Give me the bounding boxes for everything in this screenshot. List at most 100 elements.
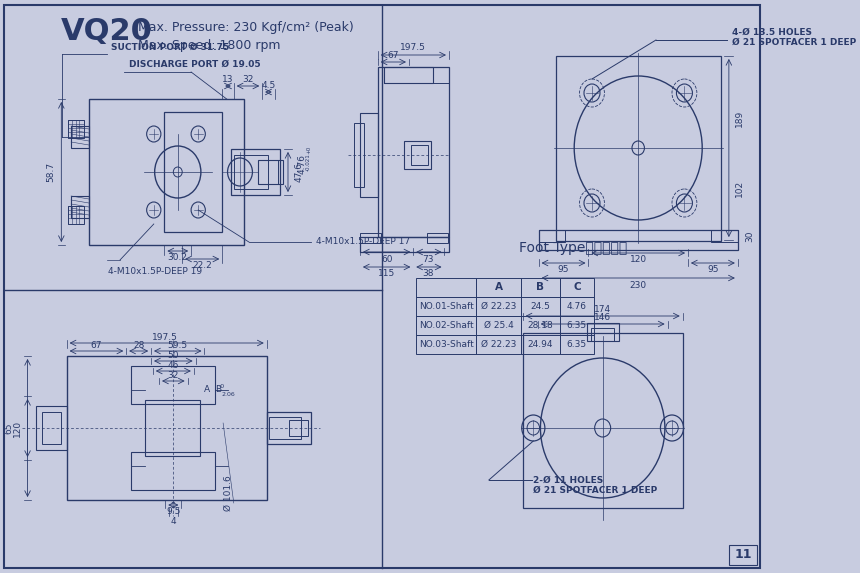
Bar: [560, 297, 593, 316]
Text: Ø 21 SPOTFACER 1 DEEP: Ø 21 SPOTFACER 1 DEEP: [533, 485, 658, 494]
Text: 6.35: 6.35: [567, 321, 587, 330]
Bar: [538, 230, 738, 250]
Bar: [353, 123, 365, 187]
Text: 28.18: 28.18: [527, 321, 553, 330]
Text: 6.35: 6.35: [567, 340, 587, 349]
Bar: [71, 126, 89, 148]
Bar: [521, 316, 560, 335]
Text: 4-M10x1.5P-DEEP 17: 4-M10x1.5P-DEEP 17: [316, 237, 409, 246]
Text: 102: 102: [735, 179, 744, 197]
Text: 32: 32: [168, 371, 179, 379]
Text: 32: 32: [243, 76, 254, 84]
Text: 22.2: 22.2: [192, 261, 212, 270]
Text: NO.03-Shaft: NO.03-Shaft: [419, 340, 474, 349]
Text: 197.5: 197.5: [151, 332, 177, 342]
Text: 50: 50: [168, 351, 179, 359]
Text: 13: 13: [222, 76, 233, 84]
Text: Ø 22.23: Ø 22.23: [481, 340, 516, 349]
Text: 67: 67: [387, 52, 399, 61]
Bar: [427, 233, 448, 243]
Text: Max. Pressure: 230 Kgf/cm² (Peak): Max. Pressure: 230 Kgf/cm² (Peak): [138, 22, 353, 34]
Bar: [560, 335, 593, 354]
Text: 230: 230: [630, 281, 647, 289]
Bar: [164, 112, 222, 232]
Text: 115: 115: [378, 269, 396, 277]
Text: 59.5: 59.5: [168, 340, 187, 350]
Text: 47.6: 47.6: [294, 162, 304, 182]
Text: 11: 11: [734, 548, 752, 562]
Text: Ø 25.4: Ø 25.4: [484, 321, 513, 330]
Bar: [71, 196, 89, 218]
Bar: [476, 297, 521, 316]
Bar: [42, 412, 61, 444]
Bar: [67, 356, 267, 500]
Text: 146: 146: [594, 313, 611, 323]
Text: 9.5: 9.5: [166, 508, 181, 516]
Bar: [360, 233, 381, 243]
Text: Max. Speed: 1800 rpm: Max. Speed: 1800 rpm: [138, 40, 280, 53]
Text: 120: 120: [13, 419, 22, 437]
Bar: [416, 278, 476, 297]
Bar: [711, 230, 738, 242]
Text: Ø 21 SPOTFACER 1 DEEP: Ø 21 SPOTFACER 1 DEEP: [732, 37, 856, 46]
Text: 46: 46: [168, 360, 179, 370]
Text: 4.5: 4.5: [261, 81, 275, 91]
Bar: [521, 335, 560, 354]
Text: 58.7: 58.7: [46, 162, 55, 182]
Bar: [131, 366, 215, 404]
Bar: [35, 406, 67, 450]
Text: Ø 101.6: Ø 101.6: [224, 475, 233, 511]
Bar: [234, 155, 267, 189]
Bar: [69, 206, 84, 224]
Bar: [360, 113, 378, 197]
Bar: [378, 67, 449, 237]
Text: B: B: [537, 282, 544, 292]
Text: 4: 4: [170, 517, 176, 527]
Bar: [231, 149, 280, 195]
Text: 4-Ø 13.5 HOLES: 4-Ø 13.5 HOLES: [732, 28, 812, 37]
Bar: [729, 545, 758, 565]
Text: A: A: [494, 282, 502, 292]
Text: SUCTION PORT Ø 31.75: SUCTION PORT Ø 31.75: [111, 42, 230, 52]
Text: 24.5: 24.5: [531, 302, 550, 311]
Bar: [476, 316, 521, 335]
Text: NO.02-Shaft: NO.02-Shaft: [419, 321, 474, 330]
Bar: [560, 316, 593, 335]
Bar: [131, 452, 215, 490]
Text: 197.5: 197.5: [401, 44, 427, 53]
Text: 174: 174: [594, 304, 611, 313]
Bar: [416, 316, 476, 335]
Bar: [416, 335, 476, 354]
Bar: [538, 230, 565, 242]
Text: 4.76: 4.76: [567, 302, 587, 311]
Text: VQ20: VQ20: [60, 18, 152, 46]
Bar: [521, 297, 560, 316]
Bar: [556, 56, 721, 241]
Text: 120: 120: [630, 256, 647, 265]
Text: 28: 28: [133, 340, 144, 350]
Text: 189: 189: [735, 109, 744, 127]
Text: 4.76: 4.76: [298, 154, 307, 174]
Bar: [587, 323, 618, 341]
Text: -0: -0: [218, 383, 224, 388]
Bar: [560, 278, 593, 297]
Text: Foot Type（脚座型）: Foot Type（脚座型）: [519, 241, 628, 255]
Bar: [267, 412, 311, 444]
Bar: [521, 278, 560, 297]
Text: 30: 30: [745, 230, 754, 242]
Text: 24.94: 24.94: [528, 340, 553, 349]
Text: B: B: [215, 386, 221, 394]
Bar: [384, 67, 433, 83]
Text: 95: 95: [558, 265, 569, 274]
Text: A: A: [204, 386, 210, 394]
Text: 2.06: 2.06: [222, 391, 236, 397]
Text: DISCHARGE PORT Ø 19.05: DISCHARGE PORT Ø 19.05: [129, 60, 261, 69]
Text: Ø 22.23: Ø 22.23: [481, 302, 516, 311]
Text: 30.2: 30.2: [168, 253, 187, 262]
Text: 2-Ø 11 HOLES: 2-Ø 11 HOLES: [533, 476, 604, 485]
Bar: [89, 99, 244, 245]
Text: +0: +0: [306, 146, 311, 154]
Bar: [523, 333, 683, 508]
Bar: [289, 420, 309, 436]
Text: 73: 73: [422, 254, 434, 264]
